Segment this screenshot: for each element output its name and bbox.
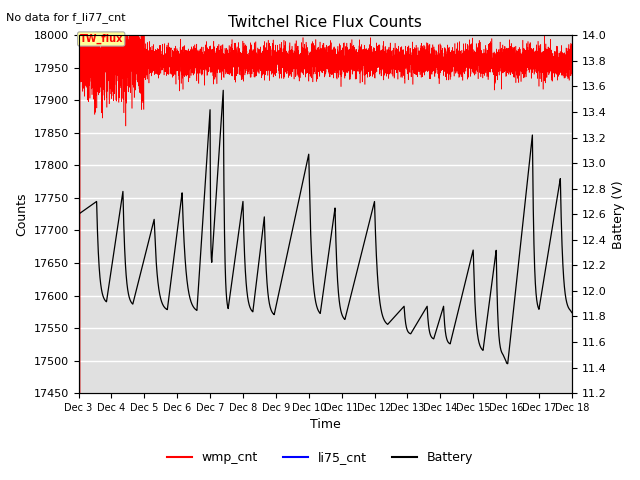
- Title: Twitchel Rice Flux Counts: Twitchel Rice Flux Counts: [228, 15, 422, 30]
- X-axis label: Time: Time: [310, 419, 340, 432]
- Text: TW_flux: TW_flux: [79, 34, 123, 44]
- Text: No data for f_li77_cnt: No data for f_li77_cnt: [6, 12, 126, 23]
- Y-axis label: Counts: Counts: [15, 192, 28, 236]
- Y-axis label: Battery (V): Battery (V): [612, 180, 625, 249]
- Legend: wmp_cnt, li75_cnt, Battery: wmp_cnt, li75_cnt, Battery: [162, 446, 478, 469]
